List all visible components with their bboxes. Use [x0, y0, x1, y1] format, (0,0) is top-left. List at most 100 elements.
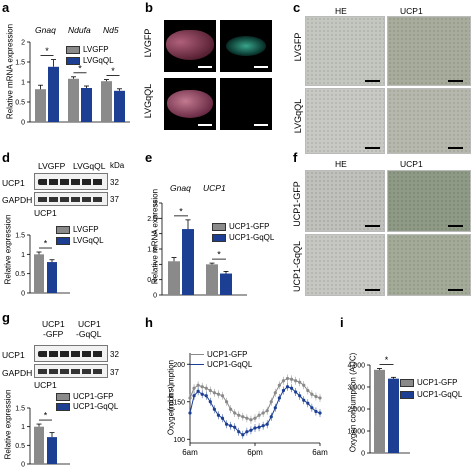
data-point	[306, 388, 310, 393]
y-tick-label: 0	[153, 293, 157, 300]
significance-star: *	[44, 239, 48, 249]
legend-item-lvgfp: LVGFP	[66, 45, 109, 54]
bar	[101, 81, 112, 122]
column-label-ucp1: UCP1	[400, 159, 423, 169]
data-point	[220, 416, 225, 420]
bar	[220, 273, 232, 295]
scale-bar	[448, 225, 463, 227]
data-point	[298, 380, 302, 384]
significance-star: *	[78, 63, 82, 73]
bar	[168, 261, 180, 295]
row-label-lvgfp: LVGFP	[143, 28, 153, 58]
y-tick-label: 1	[21, 80, 25, 87]
y-tick-label: 3	[153, 201, 157, 208]
data-point	[281, 388, 286, 393]
data-point	[289, 377, 294, 381]
chart-d: 0 0.5 1 1.5 *	[15, 233, 70, 298]
bar	[34, 426, 44, 464]
y-tick-label: 150	[173, 399, 185, 406]
data-point	[253, 426, 257, 430]
chart-i: 0 1,000 2,000 3,000 4,000 *	[347, 355, 410, 458]
y-tick-label: 0	[21, 291, 25, 298]
y-tick-label: 0	[21, 120, 25, 127]
kda-37: 37	[110, 368, 119, 377]
panel-label-b: b	[145, 0, 153, 15]
row-label-lvgqql: LVGqQL	[293, 98, 303, 134]
data-point	[245, 416, 249, 420]
data-point	[208, 388, 212, 393]
band-label-ucp1: UCP1	[2, 178, 25, 188]
data-point	[318, 396, 322, 400]
data-point	[261, 411, 265, 415]
data-point	[237, 430, 241, 434]
legend-item-lvgfp: LVGFP	[56, 225, 99, 234]
kda-37: 37	[110, 195, 119, 204]
bar	[47, 262, 57, 293]
chart-e: 0 0.5 1 1.5 2 2.5 3 * *	[147, 201, 247, 300]
data-point	[233, 411, 237, 415]
he-micrograph-ucp1-gqql	[305, 234, 385, 296]
data-point	[200, 392, 204, 396]
data-point	[265, 409, 269, 413]
data-point	[257, 425, 261, 429]
ucp1-micrograph-ucp1-gqql	[387, 234, 471, 296]
row-label-lvgfp: LVGFP	[293, 32, 303, 62]
data-point	[233, 425, 237, 429]
y-tick-label: 1.5	[147, 247, 157, 254]
scale-bar	[365, 289, 380, 291]
panel-label-d: d	[2, 150, 10, 165]
data-point	[298, 394, 302, 398]
chart-title: UCP1	[34, 208, 57, 218]
lane-label-lvgfp: LVGFP	[38, 161, 66, 171]
data-point	[294, 390, 298, 394]
kda-32: 32	[110, 350, 119, 359]
band-label-gapdh: GAPDH	[2, 195, 33, 205]
data-point	[188, 411, 192, 415]
bar	[68, 78, 79, 122]
lane-label-ucp1-gfp: UCP1	[42, 319, 65, 329]
y-tick-label: 100	[173, 437, 185, 444]
scale-bar	[365, 147, 380, 149]
x-tick-label: 6am	[182, 448, 198, 457]
data-point	[277, 396, 281, 400]
significance-star: *	[111, 66, 115, 76]
y-tick-label: 2	[153, 231, 157, 238]
row-label-ucp1-gfp: UCP1-GFP	[292, 181, 302, 227]
y-tick-label: 0	[361, 451, 365, 458]
legend-item-ucp1-gfp: UCP1-GFP	[56, 392, 113, 401]
data-point	[204, 386, 208, 390]
panel-label-e: e	[145, 150, 153, 165]
bar	[374, 369, 385, 453]
scale-bar	[198, 124, 212, 126]
scale-bar	[254, 124, 268, 126]
y-tick-label: 1.5	[15, 60, 25, 67]
lane-label-lvgqql: LVGqQL	[73, 161, 106, 171]
data-point	[273, 391, 277, 395]
data-point	[249, 418, 253, 422]
scale-bar	[448, 289, 463, 291]
western-blot-gapdh	[34, 364, 108, 378]
significance-star: *	[385, 355, 389, 365]
gene-label-gnaq: Gnaq	[35, 25, 56, 35]
data-point	[192, 386, 196, 390]
row-label-lvgqql: LVGqQL	[143, 83, 153, 119]
western-blot-ucp1	[34, 345, 108, 362]
data-point	[188, 396, 192, 400]
bat-photo-lvgfp	[164, 20, 216, 72]
data-point	[200, 385, 204, 389]
y-tick-label: 1	[21, 424, 25, 431]
chart-a: 0 0.5 1 1.5 2 * * *	[15, 40, 130, 127]
gene-label-nd5: Nd5	[103, 25, 119, 35]
gene-label-ucp1: UCP1	[203, 183, 226, 193]
kda-32: 32	[110, 178, 119, 187]
bar	[206, 264, 218, 295]
data-point	[253, 416, 257, 420]
data-point	[229, 407, 233, 411]
data-point	[306, 401, 310, 405]
y-tick-label: 2,000	[347, 407, 365, 414]
legend-item-ucp1-gfp: UCP1-GFP	[190, 350, 247, 359]
data-point	[269, 400, 273, 404]
y-tick-label: 3,000	[347, 385, 365, 392]
data-point	[273, 406, 277, 410]
bar	[388, 378, 399, 453]
